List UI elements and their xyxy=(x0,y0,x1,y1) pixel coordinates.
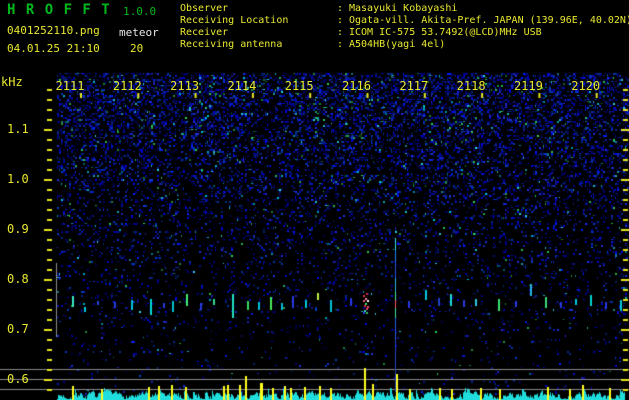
info-value: Ogata-vill. Akita-Pref. JAPAN (139.96E, … xyxy=(349,15,629,26)
info-row-receiving-location: Receiving Location: Ogata-vill. Akita-Pre… xyxy=(180,15,629,27)
info-row-observer: Observer: Masayuki Kobayashi xyxy=(180,3,629,15)
y-tick-0.9: 0.9 xyxy=(7,222,29,236)
x-tick-2111: 2111 xyxy=(55,79,85,93)
info-separator: : xyxy=(337,3,344,14)
x-tick-2120: 2120 xyxy=(571,79,601,93)
x-tick-2113: 2113 xyxy=(170,79,200,93)
info-label: Receiver xyxy=(180,27,229,38)
info-separator: : xyxy=(337,15,344,26)
info-label: Receiving Location xyxy=(180,15,289,26)
info-label: Observer xyxy=(180,3,229,14)
observation-mode-label: meteor xyxy=(119,26,159,39)
y-tick-0.6: 0.6 xyxy=(7,372,29,386)
station-info-block: Observer: Masayuki Kobayashi Receiving Loc… xyxy=(180,3,629,51)
y-axis-unit-label: kHz xyxy=(1,75,23,89)
x-tick-2112: 2112 xyxy=(112,79,142,93)
y-tick-1.0: 1.0 xyxy=(7,172,29,186)
app-version: 1.0.0 xyxy=(123,5,157,18)
app-title: H R O F F T xyxy=(7,2,111,18)
x-tick-2114: 2114 xyxy=(227,79,257,93)
x-tick-2115: 2115 xyxy=(284,79,314,93)
observation-datetime: 04.01.25 21:10 xyxy=(7,42,100,55)
info-separator: : xyxy=(337,27,344,38)
y-tick-0.8: 0.8 xyxy=(7,272,29,286)
info-value: Masayuki Kobayashi xyxy=(349,3,458,14)
x-tick-2119: 2119 xyxy=(513,79,543,93)
x-tick-2117: 2117 xyxy=(399,79,429,93)
output-filename: 0401252110.png xyxy=(7,24,100,37)
y-tick-0.7: 0.7 xyxy=(7,322,29,336)
meteor-echo-count: 20 xyxy=(130,42,144,55)
info-value: ICOM IC-575 53.7492(@LCD)MHz USB xyxy=(349,27,542,38)
x-tick-2116: 2116 xyxy=(342,79,371,93)
x-tick-2118: 2118 xyxy=(456,79,486,93)
info-value: A504HB(yagi 4el) xyxy=(349,39,446,50)
info-row-receiver: Receiver: ICOM IC-575 53.7492(@LCD)MHz US… xyxy=(180,27,629,39)
info-row-receiving-antenna: Receiving antenna: A504HB(yagi 4el) xyxy=(180,39,629,51)
info-separator: : xyxy=(337,39,344,50)
info-label: Receiving antenna xyxy=(180,39,283,50)
y-tick-1.1: 1.1 xyxy=(7,122,29,136)
